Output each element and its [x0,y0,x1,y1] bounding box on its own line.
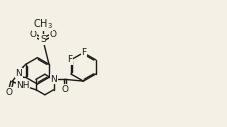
Text: F: F [81,48,86,57]
Text: N: N [50,75,57,84]
Text: O: O [62,85,69,94]
Text: S: S [40,35,46,44]
Text: O: O [49,30,56,39]
Text: F: F [67,55,72,64]
Text: NH: NH [16,81,29,90]
Text: CH$_3$: CH$_3$ [33,17,53,31]
Text: O: O [30,30,37,39]
Text: N: N [15,69,22,78]
Text: O: O [6,88,13,97]
